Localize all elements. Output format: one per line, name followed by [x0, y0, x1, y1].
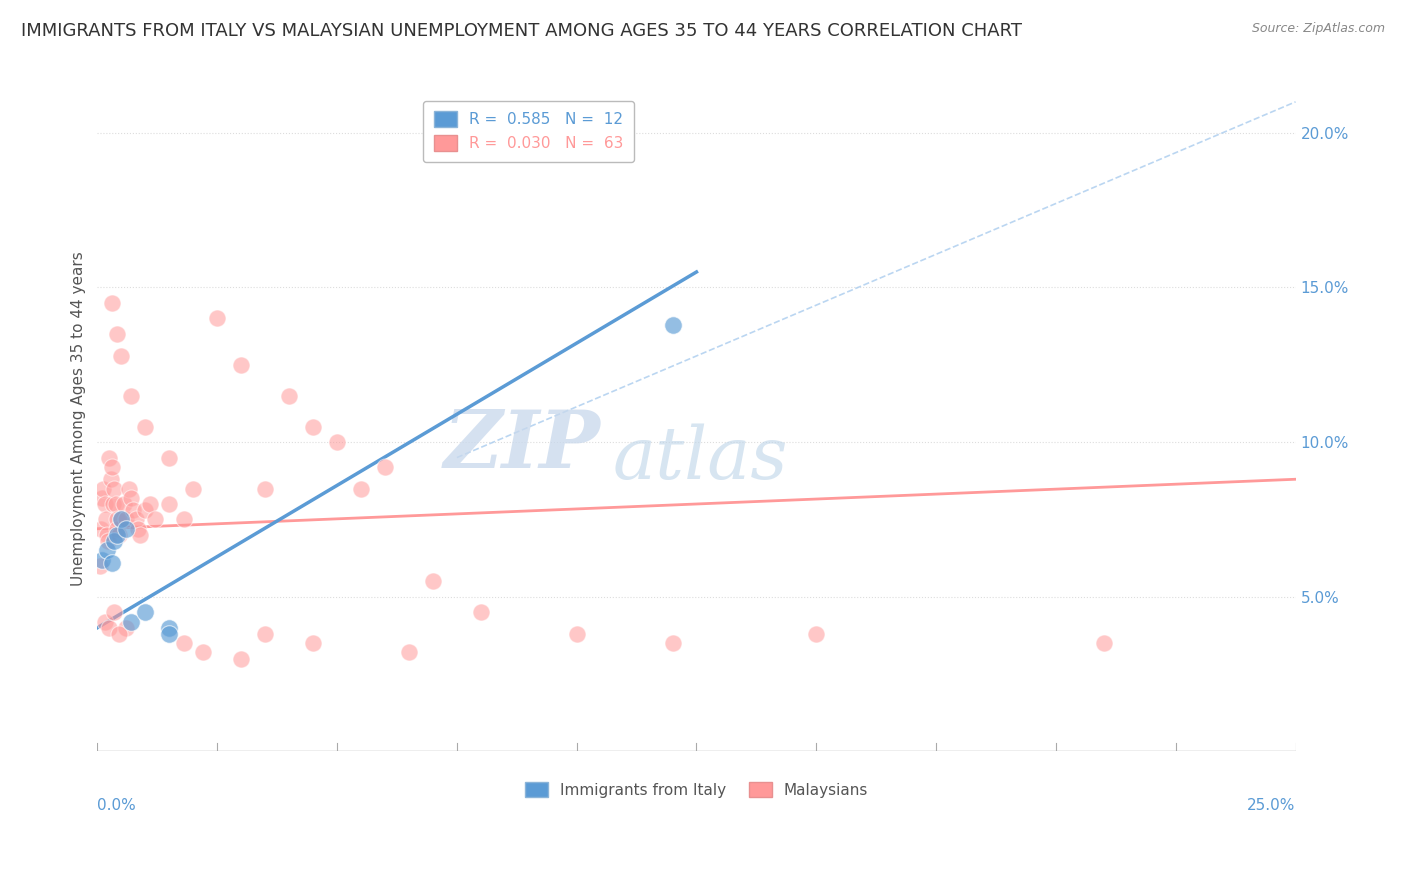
Point	[661, 318, 683, 332]
Point	[181, 482, 204, 496]
Point	[91, 552, 114, 566]
Text: IMMIGRANTS FROM ITALY VS MALAYSIAN UNEMPLOYMENT AMONG AGES 35 TO 44 YEARS CORREL: IMMIGRANTS FROM ITALY VS MALAYSIAN UNEMP…	[21, 22, 1022, 40]
Point	[254, 627, 277, 641]
Text: 25.0%: 25.0%	[1247, 798, 1295, 813]
Point	[1092, 636, 1115, 650]
Point	[120, 491, 142, 505]
Point	[127, 522, 149, 536]
Point	[157, 450, 180, 465]
Point	[110, 512, 132, 526]
Point	[97, 534, 120, 549]
Point	[89, 558, 111, 573]
Point	[105, 512, 128, 526]
Point	[103, 482, 125, 496]
Text: 0.0%: 0.0%	[97, 798, 136, 813]
Point	[134, 503, 156, 517]
Point	[173, 512, 195, 526]
Point	[129, 528, 152, 542]
Point	[806, 627, 828, 641]
Point	[302, 419, 325, 434]
Point	[157, 621, 180, 635]
Point	[157, 497, 180, 511]
Point	[350, 482, 373, 496]
Point	[326, 435, 349, 450]
Point	[422, 574, 444, 589]
Point	[103, 605, 125, 619]
Point	[100, 472, 122, 486]
Point	[661, 636, 683, 650]
Point	[108, 528, 131, 542]
Point	[139, 497, 162, 511]
Point	[470, 605, 492, 619]
Point	[173, 636, 195, 650]
Point	[191, 645, 214, 659]
Point	[98, 621, 121, 635]
Point	[90, 522, 112, 536]
Point	[134, 419, 156, 434]
Point	[93, 497, 115, 511]
Point	[101, 497, 124, 511]
Point	[254, 482, 277, 496]
Point	[100, 296, 122, 310]
Point	[565, 627, 588, 641]
Point	[112, 497, 135, 511]
Point	[231, 358, 253, 372]
Point	[110, 512, 132, 526]
Point	[91, 491, 114, 505]
Text: ZIP: ZIP	[444, 407, 600, 484]
Point	[104, 497, 127, 511]
Point	[231, 651, 253, 665]
Point	[115, 621, 138, 635]
Point	[125, 512, 148, 526]
Point	[117, 482, 139, 496]
Point	[120, 615, 142, 629]
Text: Source: ZipAtlas.com: Source: ZipAtlas.com	[1251, 22, 1385, 36]
Point	[115, 522, 138, 536]
Point	[103, 534, 125, 549]
Point	[100, 556, 122, 570]
Point	[96, 543, 118, 558]
Point	[96, 528, 118, 542]
Point	[105, 528, 128, 542]
Y-axis label: Unemployment Among Ages 35 to 44 years: Unemployment Among Ages 35 to 44 years	[72, 252, 86, 586]
Point	[100, 459, 122, 474]
Point	[157, 627, 180, 641]
Point	[122, 503, 145, 517]
Point	[94, 512, 117, 526]
Point	[105, 326, 128, 341]
Legend: Immigrants from Italy, Malaysians: Immigrants from Italy, Malaysians	[519, 775, 875, 804]
Text: atlas: atlas	[613, 424, 789, 494]
Point	[115, 512, 138, 526]
Point	[398, 645, 420, 659]
Point	[93, 615, 115, 629]
Point	[302, 636, 325, 650]
Point	[278, 389, 301, 403]
Point	[110, 349, 132, 363]
Point	[91, 482, 114, 496]
Point	[108, 627, 131, 641]
Point	[107, 522, 129, 536]
Point	[374, 459, 396, 474]
Point	[120, 389, 142, 403]
Point	[98, 450, 121, 465]
Point	[143, 512, 166, 526]
Point	[134, 605, 156, 619]
Point	[205, 311, 228, 326]
